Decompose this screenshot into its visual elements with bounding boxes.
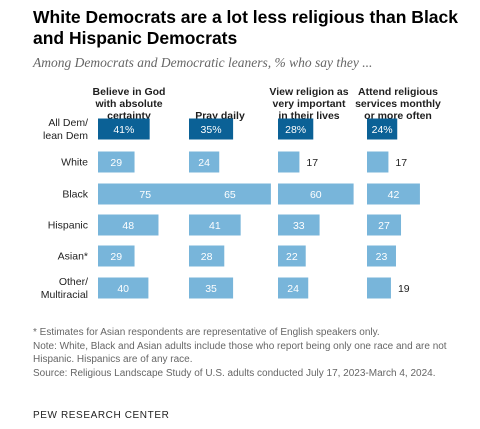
bar-s2-r4 — [278, 245, 306, 267]
bar-s3-r1 — [367, 151, 389, 173]
value-label-s3-r5: 19 — [398, 283, 410, 295]
value-label-s1-r0: 35% — [201, 124, 222, 136]
row-label-3-line-0: Hispanic — [48, 220, 88, 232]
bar-s0-r1 — [98, 151, 135, 173]
bar-s1-r3 — [189, 214, 241, 236]
bar-s3-r3 — [367, 214, 402, 236]
bar-s2-r1 — [278, 151, 300, 173]
value-label-s2-r2: 60 — [310, 189, 322, 201]
value-label-s2-r1: 17 — [306, 157, 318, 169]
bar-s1-r1 — [189, 151, 220, 173]
row-label-2-line-0: Black — [62, 189, 88, 201]
column-header-3-line-1: services monthly — [355, 98, 441, 110]
value-label-s2-r0: 28% — [285, 124, 306, 136]
row-label-5-line-0: Other/ — [59, 276, 88, 288]
row-label-0-line-1: lean Dem — [43, 130, 88, 142]
bar-s0-r3 — [98, 214, 159, 236]
bar-s2-r5 — [278, 277, 309, 299]
bar-s3-r2 — [367, 183, 420, 205]
chart-title: White Democrats are a lot less religious… — [33, 7, 458, 48]
value-label-s3-r2: 42 — [388, 189, 400, 201]
chart-notes: * Estimates for Asian respondents are re… — [33, 326, 473, 380]
value-label-s2-r4: 22 — [286, 251, 298, 263]
row-label-0-line-0: All Dem/ — [48, 117, 88, 129]
column-header-0-line-1: with absolute — [94, 98, 162, 110]
bar-s0-r2 — [98, 183, 193, 205]
value-label-s3-r3: 27 — [378, 220, 390, 232]
bar-s3-r0 — [367, 118, 398, 140]
bar-s1-r0 — [189, 118, 234, 140]
bar-s1-r2 — [189, 183, 271, 205]
bar-s2-r2 — [278, 183, 354, 205]
bar-s1-r5 — [189, 277, 234, 299]
bar-s3-r5 — [367, 277, 391, 299]
value-label-s0-r5: 40 — [117, 283, 129, 295]
bar-s0-r0 — [98, 118, 150, 140]
note-race: Note: White, Black and Asian adults incl… — [33, 340, 447, 366]
value-label-s0-r4: 29 — [110, 251, 122, 263]
value-label-s0-r3: 48 — [122, 220, 134, 232]
chart-subtitle: Among Democrats and Democratic leaners, … — [33, 55, 373, 70]
value-label-s1-r3: 41 — [209, 220, 221, 232]
value-label-s1-r4: 28 — [201, 251, 213, 263]
value-label-s1-r2: 65 — [224, 189, 236, 201]
value-label-s0-r0: 41% — [113, 124, 134, 136]
value-label-s3-r4: 23 — [376, 251, 388, 263]
bar-s2-r3 — [278, 214, 320, 236]
column-header-2-line-0: View religion as — [269, 86, 348, 98]
value-label-s1-r1: 24 — [198, 157, 210, 169]
row-label-1-line-0: White — [61, 157, 88, 169]
bar-s1-r4 — [189, 245, 225, 267]
row-label-5-line-1: Multiracial — [41, 289, 88, 301]
value-label-s3-r1: 17 — [395, 157, 407, 169]
value-label-s0-r1: 29 — [110, 157, 122, 169]
note-source: Source: Religious Landscape Study of U.S… — [33, 367, 436, 379]
value-label-s3-r0: 24% — [372, 124, 393, 136]
column-header-3-line-0: Attend religious — [358, 86, 438, 98]
value-label-s2-r3: 33 — [293, 220, 305, 232]
bar-s0-r5 — [98, 277, 149, 299]
column-header-2-line-1: very important — [273, 98, 346, 110]
value-label-s2-r5: 24 — [287, 283, 299, 295]
bar-s3-r4 — [367, 245, 396, 267]
row-label-4-line-0: Asian* — [58, 251, 88, 263]
bar-s2-r0 — [278, 118, 314, 140]
pew-logo-text: PEW RESEARCH CENTER — [33, 410, 170, 421]
value-label-s0-r2: 75 — [139, 189, 151, 201]
value-label-s1-r5: 35 — [205, 283, 217, 295]
bar-s0-r4 — [98, 245, 135, 267]
column-header-0-line-0: Believe in God — [93, 86, 166, 98]
note-asian: * Estimates for Asian respondents are re… — [33, 327, 380, 338]
